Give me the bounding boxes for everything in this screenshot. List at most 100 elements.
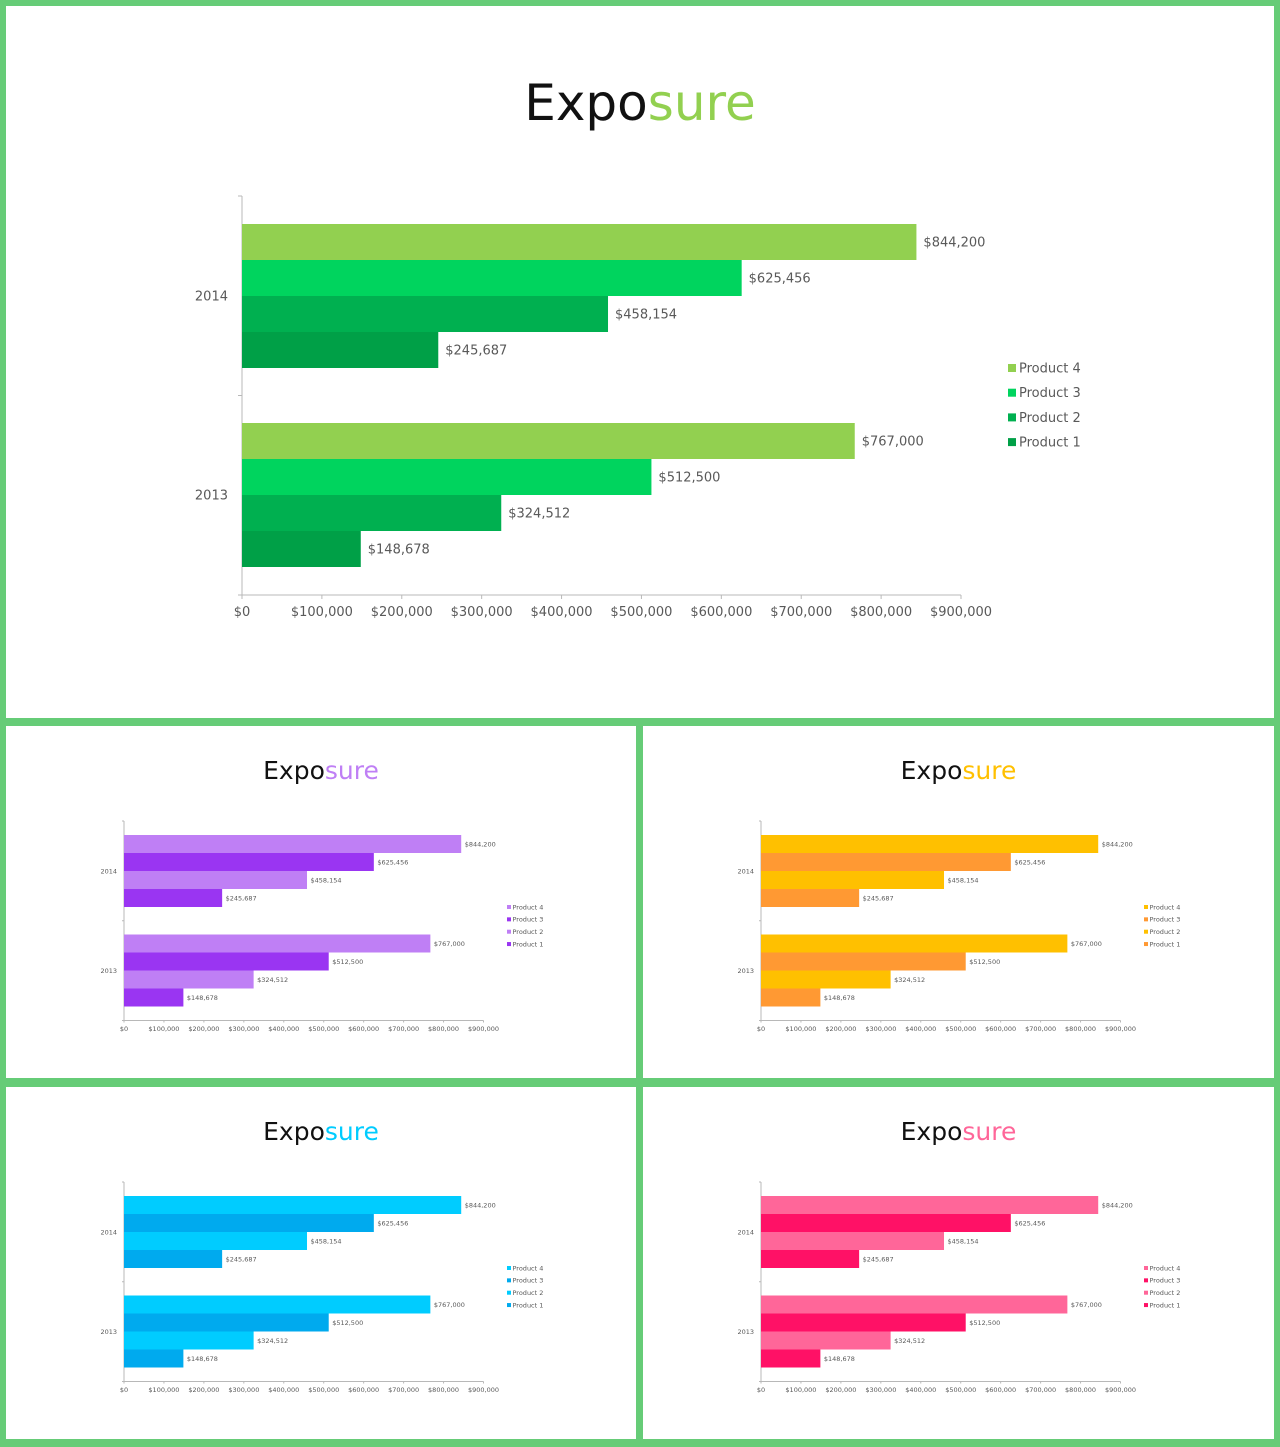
x-tick-label: $900,000 <box>468 1025 499 1033</box>
data-label: $844,200 <box>923 236 985 251</box>
x-tick-label: $600,000 <box>985 1025 1016 1033</box>
chart-panel-blue: Exposure $0 $100,000 $200,000 $300,000 $400,… <box>6 1087 636 1439</box>
bar-chart: $0 $100,000 $200,000 $300,000 $400,000 $500,0… <box>100 820 544 1033</box>
data-label: $844,200 <box>465 840 496 848</box>
data-label: $512,500 <box>969 958 1000 966</box>
legend-swatch <box>1144 1290 1148 1295</box>
legend-label: Product 3 <box>1150 1277 1181 1285</box>
bar <box>124 952 329 971</box>
bar <box>761 1349 821 1368</box>
bar <box>761 1313 966 1332</box>
data-label: $148,678 <box>187 994 218 1002</box>
x-tick-label: $300,000 <box>451 605 513 620</box>
data-label: $324,512 <box>257 1337 288 1345</box>
x-tick-label: $900,000 <box>930 605 992 620</box>
data-label: $625,456 <box>1014 1219 1045 1227</box>
x-tick-label: $600,000 <box>690 605 752 620</box>
bar <box>761 835 1099 853</box>
x-tick-label: $0 <box>757 1386 765 1394</box>
data-label: $767,000 <box>434 1301 465 1309</box>
data-label: $458,154 <box>948 876 979 884</box>
legend-swatch <box>507 1290 511 1295</box>
x-tick-label: $900,000 <box>1105 1386 1136 1394</box>
category-label: 2013 <box>737 1328 754 1336</box>
legend-swatch <box>1144 917 1148 922</box>
legend-swatch <box>1144 1303 1148 1308</box>
bar <box>242 459 652 495</box>
legend-label: Product 3 <box>513 1277 544 1285</box>
legend-label: Product 4 <box>1150 1264 1181 1272</box>
data-label: $324,512 <box>894 1337 925 1345</box>
category-label: 2013 <box>737 967 754 975</box>
bar <box>761 889 860 907</box>
legend-swatch <box>507 905 511 909</box>
bar <box>761 853 1011 871</box>
category-label: 2013 <box>195 489 228 504</box>
legend-label: Product 1 <box>513 940 544 948</box>
legend-swatch <box>1144 1278 1148 1283</box>
x-tick-label: $100,000 <box>785 1386 816 1394</box>
bar <box>124 1295 431 1314</box>
bar <box>761 1232 945 1250</box>
bar <box>242 531 361 567</box>
x-tick-label: $500,000 <box>308 1386 339 1394</box>
bar-chart: $0 $100,000 $200,000 $300,000 $400,000 $500,0… <box>737 820 1181 1033</box>
title-suffix: sure <box>962 1117 1017 1146</box>
bar <box>124 889 223 907</box>
x-tick-label: $200,000 <box>188 1386 219 1394</box>
bar <box>124 1349 184 1368</box>
data-label: $844,200 <box>465 1201 496 1209</box>
x-tick-label: $300,000 <box>228 1025 259 1033</box>
chart-title: Exposure <box>643 756 1274 785</box>
bar <box>124 871 308 889</box>
bar <box>124 988 184 1007</box>
bar <box>242 224 917 260</box>
x-tick-label: $800,000 <box>428 1025 459 1033</box>
title-prefix: Expo <box>524 74 648 132</box>
bar <box>124 853 374 871</box>
category-label: 2014 <box>100 867 117 875</box>
x-tick-label: $900,000 <box>468 1386 499 1394</box>
bar <box>124 970 254 989</box>
bar <box>124 1232 308 1250</box>
data-label: $512,500 <box>658 471 720 486</box>
data-label: $245,687 <box>226 1255 257 1263</box>
legend-swatch <box>507 929 511 934</box>
bar <box>761 988 821 1007</box>
data-label: $458,154 <box>615 308 677 323</box>
data-label: $625,456 <box>1014 858 1045 866</box>
x-tick-label: $0 <box>234 605 251 620</box>
bar <box>124 1214 374 1232</box>
x-tick-label: $700,000 <box>388 1025 419 1033</box>
legend-label: Product 2 <box>513 928 544 936</box>
data-label: $245,687 <box>863 1255 894 1263</box>
data-label: $458,154 <box>311 1237 342 1245</box>
legend-label: Product 3 <box>1150 916 1181 924</box>
data-label: $625,456 <box>749 272 811 287</box>
chart-title: Exposure <box>6 74 1274 132</box>
data-label: $324,512 <box>508 507 570 522</box>
data-label: $844,200 <box>1102 1201 1133 1209</box>
x-tick-label: $700,000 <box>388 1386 419 1394</box>
bar <box>761 1331 891 1350</box>
chart-title: Exposure <box>643 1117 1274 1146</box>
legend-label: Product 2 <box>1150 928 1181 936</box>
legend-swatch <box>507 1303 511 1308</box>
data-label: $245,687 <box>226 894 257 902</box>
bar <box>242 296 609 332</box>
x-tick-label: $600,000 <box>985 1386 1016 1394</box>
legend-swatch <box>507 1278 511 1283</box>
legend-swatch <box>1144 929 1148 934</box>
category-label: 2013 <box>100 967 117 975</box>
legend-label: Product 1 <box>1150 1301 1181 1309</box>
chart-title: Exposure <box>6 1117 636 1146</box>
legend-swatch <box>1008 438 1016 447</box>
x-tick-label: $100,000 <box>148 1386 179 1394</box>
title-prefix: Expo <box>263 756 325 785</box>
legend-label: Product 1 <box>1150 940 1181 948</box>
category-label: 2014 <box>737 1228 754 1236</box>
data-label: $767,000 <box>1071 940 1102 948</box>
bar <box>242 495 502 531</box>
legend-label: Product 3 <box>1019 386 1081 401</box>
legend-label: Product 2 <box>513 1289 544 1297</box>
